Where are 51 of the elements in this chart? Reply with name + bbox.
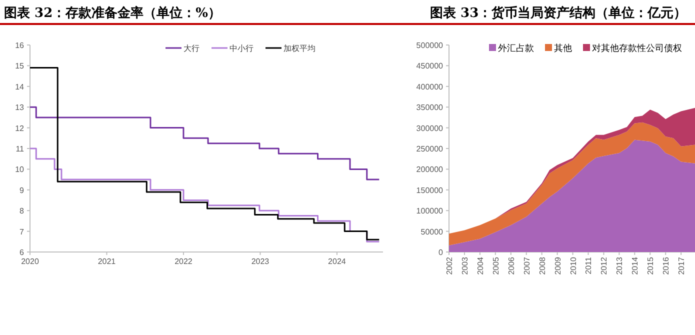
x-tick-label: 2002: [445, 256, 454, 275]
x-tick-label: 2020: [21, 257, 40, 266]
legend-label: 外汇占款: [498, 43, 534, 54]
x-tick-label: 2011: [584, 256, 594, 274]
legend-label: 中小行: [230, 44, 254, 53]
y-tick-label: 8: [20, 206, 25, 216]
legend-label: 加权平均: [284, 44, 316, 53]
x-tick-label: 2005: [491, 256, 500, 275]
x-tick-label: 2017: [677, 256, 686, 275]
x-tick-label: 2010: [568, 256, 578, 275]
x-tick-label: 2013: [615, 256, 624, 275]
y-tick-label: 9: [20, 186, 25, 195]
x-tick-label: 2016: [662, 256, 671, 275]
x-tick-label: 2004: [476, 256, 485, 275]
y-tick-label: 15: [15, 62, 25, 71]
y-tick-label: 10: [15, 165, 25, 174]
y-tick-label: 400000: [416, 82, 444, 92]
legend-label: 大行: [184, 44, 200, 53]
x-tick-label: 2007: [522, 256, 532, 275]
chart-title: 图表 33：货币当局资产结构（单位：亿元）: [430, 5, 687, 21]
x-tick-label: 2024: [328, 257, 346, 266]
y-tick-label: 16: [15, 41, 25, 50]
y-tick-label: 250000: [416, 144, 444, 154]
y-tick-label: 200000: [416, 165, 444, 174]
x-tick-label: 2009: [553, 256, 562, 275]
y-tick-label: 13: [15, 103, 25, 112]
x-tick-label: 2012: [600, 256, 609, 275]
x-tick-label: 2003: [460, 256, 470, 275]
y-tick-label: 100000: [416, 206, 444, 216]
x-tick-label: 2014: [630, 256, 640, 275]
x-tick-label: 2015: [646, 256, 656, 275]
x-tick-label: 2008: [538, 256, 547, 275]
y-tick-label: 50000: [420, 227, 444, 236]
x-tick-label: 2006: [506, 256, 516, 275]
y-tick-label: 7: [20, 227, 25, 236]
x-tick-label: 2023: [251, 257, 270, 266]
legend-label: 其他: [554, 43, 572, 54]
y-tick-label: 450000: [416, 62, 444, 71]
y-tick-label: 0: [438, 248, 444, 257]
y-tick-label: 14: [15, 82, 25, 92]
y-tick-label: 12: [15, 124, 25, 133]
y-tick-label: 6: [20, 248, 25, 257]
y-tick-label: 11: [16, 144, 25, 154]
x-tick-label: 2022: [174, 257, 193, 266]
y-tick-label: 500000: [416, 41, 444, 50]
y-tick-label: 300000: [416, 124, 444, 133]
legend-label: 对其他存款性公司债权: [592, 43, 682, 54]
x-tick-label: 2021: [98, 257, 116, 266]
chart-title: 图表 32：存款准备金率（单位：%）: [4, 5, 221, 21]
y-tick-label: 350000: [416, 103, 444, 112]
y-tick-label: 150000: [416, 186, 444, 195]
